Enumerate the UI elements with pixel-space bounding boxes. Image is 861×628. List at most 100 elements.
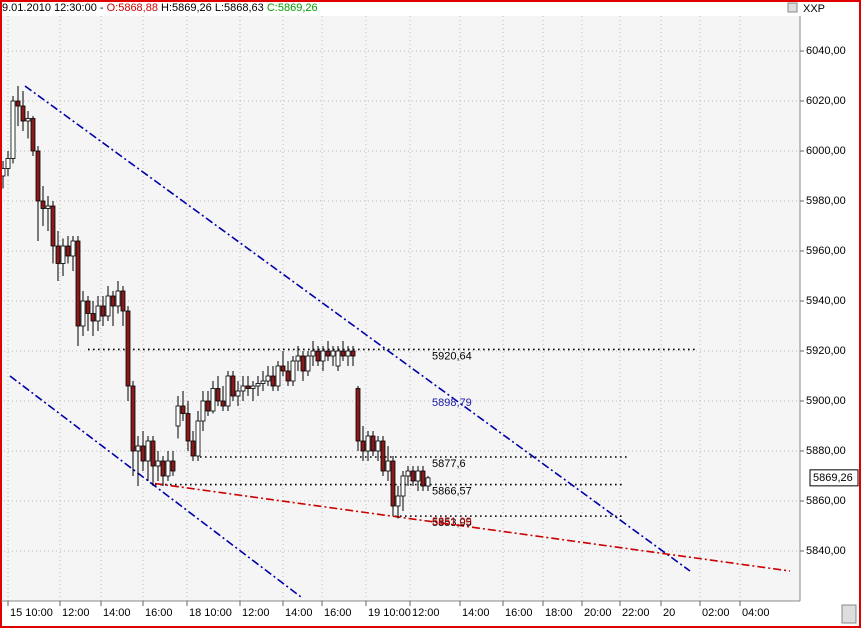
candle-body	[320, 350, 326, 362]
candle-body	[115, 290, 121, 307]
candle-body	[105, 295, 111, 317]
level-label: 5853,95	[432, 517, 472, 529]
candle-body	[160, 460, 166, 477]
x-tick-label: 18:00	[545, 607, 573, 619]
header-high-low: H:5869,26 L:5868,63	[161, 2, 264, 14]
x-tick-label: 04:00	[742, 607, 770, 619]
header-date: 9.01.2010 12:30:00 -	[2, 2, 104, 14]
candle-body	[385, 460, 391, 472]
candle-body	[240, 385, 246, 392]
y-tick-label: 6000,00	[806, 145, 846, 157]
candle-body	[235, 390, 241, 397]
x-tick-label: 12:00	[412, 607, 440, 619]
x-tick-label: 16:00	[145, 607, 173, 619]
candle-body	[245, 385, 251, 389]
level-label: 5866,57	[432, 485, 472, 497]
y-tick-label: 5840,00	[806, 545, 846, 557]
candle-body	[230, 375, 236, 397]
candle-body	[190, 440, 196, 457]
candle-body	[295, 355, 301, 362]
candle-body	[270, 375, 276, 387]
candle-body	[165, 460, 171, 477]
candle-body	[50, 205, 56, 247]
candle-body	[170, 460, 176, 472]
candle-body	[25, 118, 31, 122]
candle-body	[195, 420, 201, 457]
header: 9.01.2010 12:30:00 - O:5868,88 H:5869,26…	[2, 2, 318, 14]
y-tick-label: 5980,00	[806, 195, 846, 207]
candle-body	[110, 295, 116, 307]
candle-body	[120, 290, 126, 312]
trend-line	[9, 375, 304, 600]
candle-body	[255, 383, 261, 387]
corner-button[interactable]	[841, 604, 857, 624]
x-tick-label: 22:00	[622, 607, 650, 619]
candle-body	[95, 305, 101, 322]
x-tick-label: 20:00	[584, 607, 612, 619]
candle-body	[250, 385, 256, 389]
scroll-button[interactable]	[787, 2, 798, 13]
candle-body	[10, 100, 16, 159]
candle-body	[200, 400, 206, 422]
candle-body	[315, 350, 321, 362]
x-tick-label: 14:00	[285, 607, 313, 619]
y-tick-label: 5940,00	[806, 295, 846, 307]
candle-body	[70, 240, 76, 257]
candle-body	[80, 300, 86, 327]
trend-line	[24, 85, 691, 572]
candle-body	[375, 440, 381, 452]
candle-body	[335, 350, 341, 367]
candle-body	[75, 240, 81, 327]
candle-body	[410, 470, 416, 482]
y-tick-label: 5920,00	[806, 345, 846, 357]
candle-body	[220, 400, 226, 407]
candle-body	[225, 375, 231, 407]
candle-body	[145, 440, 151, 462]
candle-body	[325, 350, 331, 357]
candle-body	[365, 435, 371, 452]
candle-body	[180, 405, 186, 414]
x-tick-label: 15 10:00	[10, 607, 53, 619]
candle-body	[215, 388, 221, 402]
candle-body	[405, 470, 411, 477]
level-label: 5877,6	[432, 458, 466, 470]
candle-body	[20, 105, 26, 122]
y-tick-label: 5860,00	[806, 495, 846, 507]
y-tick-label: 5900,00	[806, 395, 846, 407]
x-tick-label: 12:00	[242, 607, 270, 619]
candle-body	[155, 460, 161, 467]
candle-body	[330, 350, 336, 357]
x-tick-label: 20	[663, 607, 675, 619]
candle-body	[395, 495, 401, 507]
candle-body	[60, 245, 66, 264]
candle-body	[90, 313, 96, 322]
x-tick-label: 18 10:00	[189, 607, 232, 619]
candle-body	[425, 477, 431, 487]
candle-body	[360, 440, 366, 452]
plot-area	[1, 16, 800, 601]
y-tick-label: 6020,00	[806, 95, 846, 107]
x-tick-label: 16:00	[324, 607, 352, 619]
header-close: C:5869,26	[266, 2, 318, 14]
candle-body	[150, 440, 156, 467]
candle-body	[140, 445, 146, 462]
candle-body	[370, 435, 376, 452]
candle-body	[45, 205, 51, 209]
candle-body	[350, 350, 356, 357]
candle-body	[135, 445, 141, 452]
candle-body	[35, 150, 41, 202]
candle-body	[280, 365, 286, 372]
x-tick-label: 02:00	[702, 607, 730, 619]
candle-body	[420, 470, 426, 487]
candle-body	[390, 460, 396, 507]
symbol: XXP	[803, 3, 825, 15]
candle-body	[205, 400, 211, 412]
level-label: 5920,64	[432, 350, 472, 362]
annotation-label: 5898,79	[432, 397, 472, 409]
annotation-label: 5851,09	[432, 516, 472, 528]
candle-body	[40, 200, 46, 209]
candle-body	[130, 385, 136, 452]
